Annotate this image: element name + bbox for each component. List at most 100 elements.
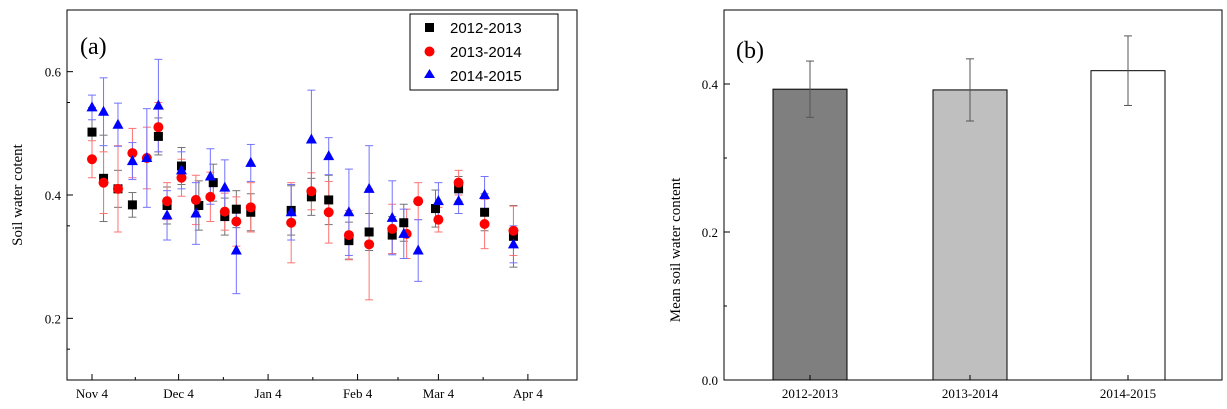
- legend: 2012-2013 2013-2014 2014-2015: [409, 13, 559, 91]
- data-point-2013-2014: [112, 183, 123, 194]
- data-point-2014-2015: [204, 170, 216, 181]
- bar-2013-2014: [932, 89, 1008, 381]
- data-point-2014-2015: [432, 195, 444, 206]
- panel-b-x-ticks: 2012-2013 2013-2014 2014-2015: [782, 375, 1156, 401]
- panel-b-error-bars: [806, 35, 1132, 122]
- data-point-2013-2014: [323, 207, 334, 218]
- data-point-2012-2013: [431, 204, 441, 214]
- data-point-2014-2015: [363, 182, 375, 193]
- data-point-2012-2013: [324, 195, 334, 205]
- data-point-2013-2014: [387, 223, 398, 234]
- panel-b-y-axis-title: Mean soil water content: [668, 177, 684, 322]
- data-point-2014-2015: [190, 207, 202, 218]
- data-point-2014-2015: [285, 206, 297, 217]
- data-point-2012-2013: [194, 200, 204, 210]
- panel-a-y-ticks: 0.2 0.4 0.6: [45, 65, 73, 350]
- data-point-2012-2013: [344, 236, 354, 246]
- data-point-2014-2015: [323, 150, 335, 161]
- data-point-2012-2013: [208, 178, 218, 188]
- data-point-2012-2013: [387, 230, 397, 240]
- data-point-2013-2014: [245, 202, 256, 213]
- panel-a-markers: [86, 99, 519, 255]
- panel-a-error-bars: [88, 58, 518, 301]
- data-point-2014-2015: [398, 227, 410, 238]
- data-point-2012-2013: [508, 231, 518, 241]
- panel-a-x-ticks: Nov 4 Dec 4 Jan 4 Feb 4 Mar 4 Apr 4: [76, 374, 543, 401]
- data-point-2014-2015: [126, 155, 138, 166]
- data-point-2014-2015: [245, 156, 257, 167]
- data-point-2013-2014: [190, 194, 201, 205]
- panel-a-x-tick-label: Apr 4: [513, 386, 543, 401]
- data-point-2014-2015: [112, 118, 124, 129]
- panel-a-x-tick-label: Jan 4: [255, 386, 283, 401]
- data-point-2013-2014: [343, 230, 354, 241]
- data-point-2014-2015: [453, 195, 465, 206]
- legend-marker-2014-2015: [424, 69, 435, 78]
- panel-a-label: (a): [80, 34, 107, 60]
- data-point-2013-2014: [306, 186, 317, 197]
- panel-b-y-tick-label: 0.0: [702, 373, 718, 388]
- data-point-2012-2013: [87, 127, 97, 137]
- data-point-2013-2014: [87, 154, 97, 165]
- data-point-2013-2014: [508, 225, 519, 236]
- data-point-2013-2014: [176, 172, 187, 183]
- panel-b: 0.0 0.2 0.4 2012-2013 2013-2014 2014-2015 (b…: [668, 9, 1223, 401]
- data-point-2014-2015: [219, 181, 231, 192]
- panel-b-y-tick-label: 0.2: [702, 225, 718, 240]
- data-point-2013-2014: [127, 148, 138, 159]
- data-point-2013-2014: [162, 196, 173, 207]
- data-point-2014-2015: [141, 152, 153, 162]
- panel-b-x-tick-label: 2014-2015: [1100, 386, 1156, 401]
- panel-a-y-tick-label: 0.2: [45, 311, 61, 326]
- data-point-2012-2013: [480, 207, 490, 217]
- data-point-2013-2014: [433, 214, 444, 225]
- data-point-2014-2015: [386, 211, 398, 222]
- data-point-2013-2014: [231, 216, 242, 227]
- panel-a-y-tick-label: 0.6: [45, 65, 62, 80]
- data-point-2014-2015: [412, 244, 424, 255]
- data-point-2014-2015: [175, 164, 187, 175]
- data-point-2012-2013: [399, 218, 409, 228]
- data-point-2014-2015: [152, 99, 164, 110]
- panel-b-bars: [772, 70, 1166, 381]
- data-point-2013-2014: [364, 239, 375, 250]
- data-point-2013-2014: [205, 191, 216, 202]
- data-point-2014-2015: [305, 133, 317, 144]
- panel-a: 0.2 0.4 0.6 Nov 4 Dec 4 Jan 4 Feb 4 Mar 4 Apr 4…: [10, 9, 578, 401]
- data-point-2013-2014: [453, 177, 464, 188]
- data-point-2013-2014: [413, 196, 424, 207]
- data-point-2014-2015: [343, 206, 355, 217]
- panel-b-label: (b): [736, 38, 764, 64]
- data-point-2012-2013: [364, 227, 374, 237]
- data-point-2012-2013: [231, 204, 241, 214]
- data-point-2013-2014: [98, 177, 109, 188]
- bar-2012-2013: [772, 88, 848, 381]
- data-point-2013-2014: [153, 122, 164, 133]
- panel-a-x-tick-label: Nov 4: [76, 386, 109, 401]
- data-point-2012-2013: [306, 192, 316, 202]
- panel-a-y-axis-title: Soil water cotent: [10, 143, 26, 245]
- panel-b-x-tick-label: 2013-2014: [942, 386, 999, 401]
- data-point-2012-2013: [454, 184, 464, 194]
- data-point-2014-2015: [479, 189, 491, 199]
- data-point-2013-2014: [286, 217, 297, 228]
- data-point-2012-2013: [153, 131, 163, 141]
- panel-b-y-tick-label: 0.4: [702, 77, 719, 92]
- legend-marker-2012-2013: [425, 23, 434, 32]
- panel-a-x-tick-label: Feb 4: [343, 386, 373, 401]
- data-point-2014-2015: [507, 238, 519, 249]
- panel-a-y-tick-label: 0.4: [45, 188, 62, 203]
- panel-b-y-ticks: 0.0 0.2 0.4: [702, 9, 730, 388]
- data-point-2012-2013: [127, 200, 137, 210]
- data-point-2013-2014: [479, 218, 490, 229]
- data-point-2014-2015: [98, 105, 110, 116]
- data-point-2013-2014: [219, 206, 230, 217]
- panel-b-x-tick-label: 2012-2013: [782, 386, 838, 401]
- legend-label-2012-2013: 2012-2013: [450, 20, 522, 37]
- legend-box: [409, 13, 559, 91]
- data-point-2014-2015: [161, 209, 173, 220]
- data-point-2014-2015: [86, 101, 98, 112]
- panel-a-x-tick-label: Mar 4: [423, 386, 455, 401]
- legend-marker-2013-2014: [424, 46, 435, 57]
